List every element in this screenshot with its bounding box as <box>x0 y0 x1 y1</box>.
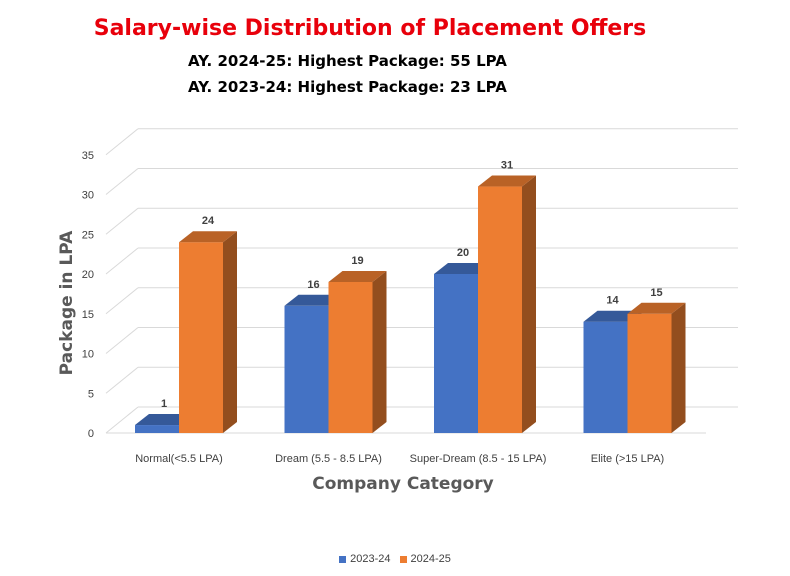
x-tick-label: Super-Dream (8.5 - 15 LPA) <box>410 453 547 465</box>
data-label-2023-24-2: 20 <box>457 247 469 259</box>
bar-2024-25-3 <box>627 313 672 433</box>
chart-subtitle-2024-25: AY. 2024-25: Highest Package: 55 LPA <box>188 52 507 70</box>
bar-top-2024-25-1 <box>328 270 387 282</box>
bar-side-2024-25-1 <box>372 270 387 433</box>
bar-2023-24-3 <box>583 321 628 433</box>
legend-item-2024-25: 2024-25 <box>399 553 451 565</box>
bar-side-2024-25-0 <box>223 231 237 433</box>
chart-subtitle-2023-24: AY. 2023-24: Highest Package: 23 LPA <box>188 78 507 96</box>
legend-label-2023-24: 2023-24 <box>350 553 391 565</box>
gridline-diagonal <box>105 168 139 195</box>
x-axis-title: Company Category <box>312 474 494 494</box>
x-tick-label: Elite (>15 LPA) <box>591 453 664 465</box>
bar-top-2024-25-2 <box>478 175 536 187</box>
legend-swatch-2024-25 <box>399 555 407 563</box>
bar-2023-24-2 <box>434 274 478 433</box>
legend: 2023-24 2024-25 <box>0 553 790 566</box>
y-tick-label: 0 <box>88 428 94 440</box>
legend-item-2023-24: 2023-24 <box>339 553 390 565</box>
legend-label-2024-25: 2024-25 <box>410 553 451 565</box>
bar-top-2024-25-3 <box>627 302 686 314</box>
data-label-2023-24-0: 1 <box>161 398 167 410</box>
y-tick-label: 10 <box>82 349 94 361</box>
data-label-2023-24-1: 16 <box>307 279 319 291</box>
legend-swatch-2023-24 <box>339 555 347 563</box>
y-tick-label: 35 <box>82 150 94 162</box>
gridline-diagonal <box>105 247 139 275</box>
y-tick-label: 25 <box>82 229 94 241</box>
x-tick-label: Normal(<5.5 LPA) <box>135 453 223 465</box>
y-axis-title: Package in LPA <box>57 230 77 376</box>
y-tick-label: 5 <box>88 388 94 400</box>
y-tick-label: 30 <box>82 190 94 202</box>
gridline-diagonal <box>105 207 139 235</box>
y-tick-label: 15 <box>82 309 94 321</box>
data-label-2024-25-1: 19 <box>351 255 363 267</box>
bar-top-2023-24-2 <box>434 263 492 274</box>
gridline-diagonal <box>105 287 139 315</box>
bar-top-2023-24-0 <box>135 414 193 426</box>
x-tick-label: Dream (5.5 - 8.5 LPA) <box>275 453 382 465</box>
bar-2024-25-1 <box>328 281 373 433</box>
bar-top-2023-24-1 <box>284 294 343 306</box>
bar-side-2024-25-2 <box>522 175 536 434</box>
bar-side-2024-25-3 <box>671 302 686 433</box>
gridline-diagonal <box>105 406 139 434</box>
bar-2023-24-1 <box>284 305 329 433</box>
data-label-2024-25-0: 24 <box>202 215 215 227</box>
gridline-diagonal <box>105 128 139 156</box>
bar-top-2024-25-0 <box>179 231 237 243</box>
data-label-2024-25-3: 15 <box>650 287 662 299</box>
gridline-diagonal <box>105 327 139 354</box>
bar-2023-24-0 <box>135 425 179 433</box>
data-label-2024-25-2: 31 <box>501 160 513 172</box>
data-label-2023-24-3: 14 <box>606 295 619 307</box>
chart-title: Salary-wise Distribution of Placement Of… <box>93 16 647 41</box>
bar-2024-25-2 <box>478 186 522 433</box>
y-tick-label: 20 <box>82 269 94 281</box>
gridline-diagonal <box>105 366 139 394</box>
bar-top-2023-24-3 <box>583 310 642 322</box>
bar-2024-25-0 <box>179 242 223 433</box>
